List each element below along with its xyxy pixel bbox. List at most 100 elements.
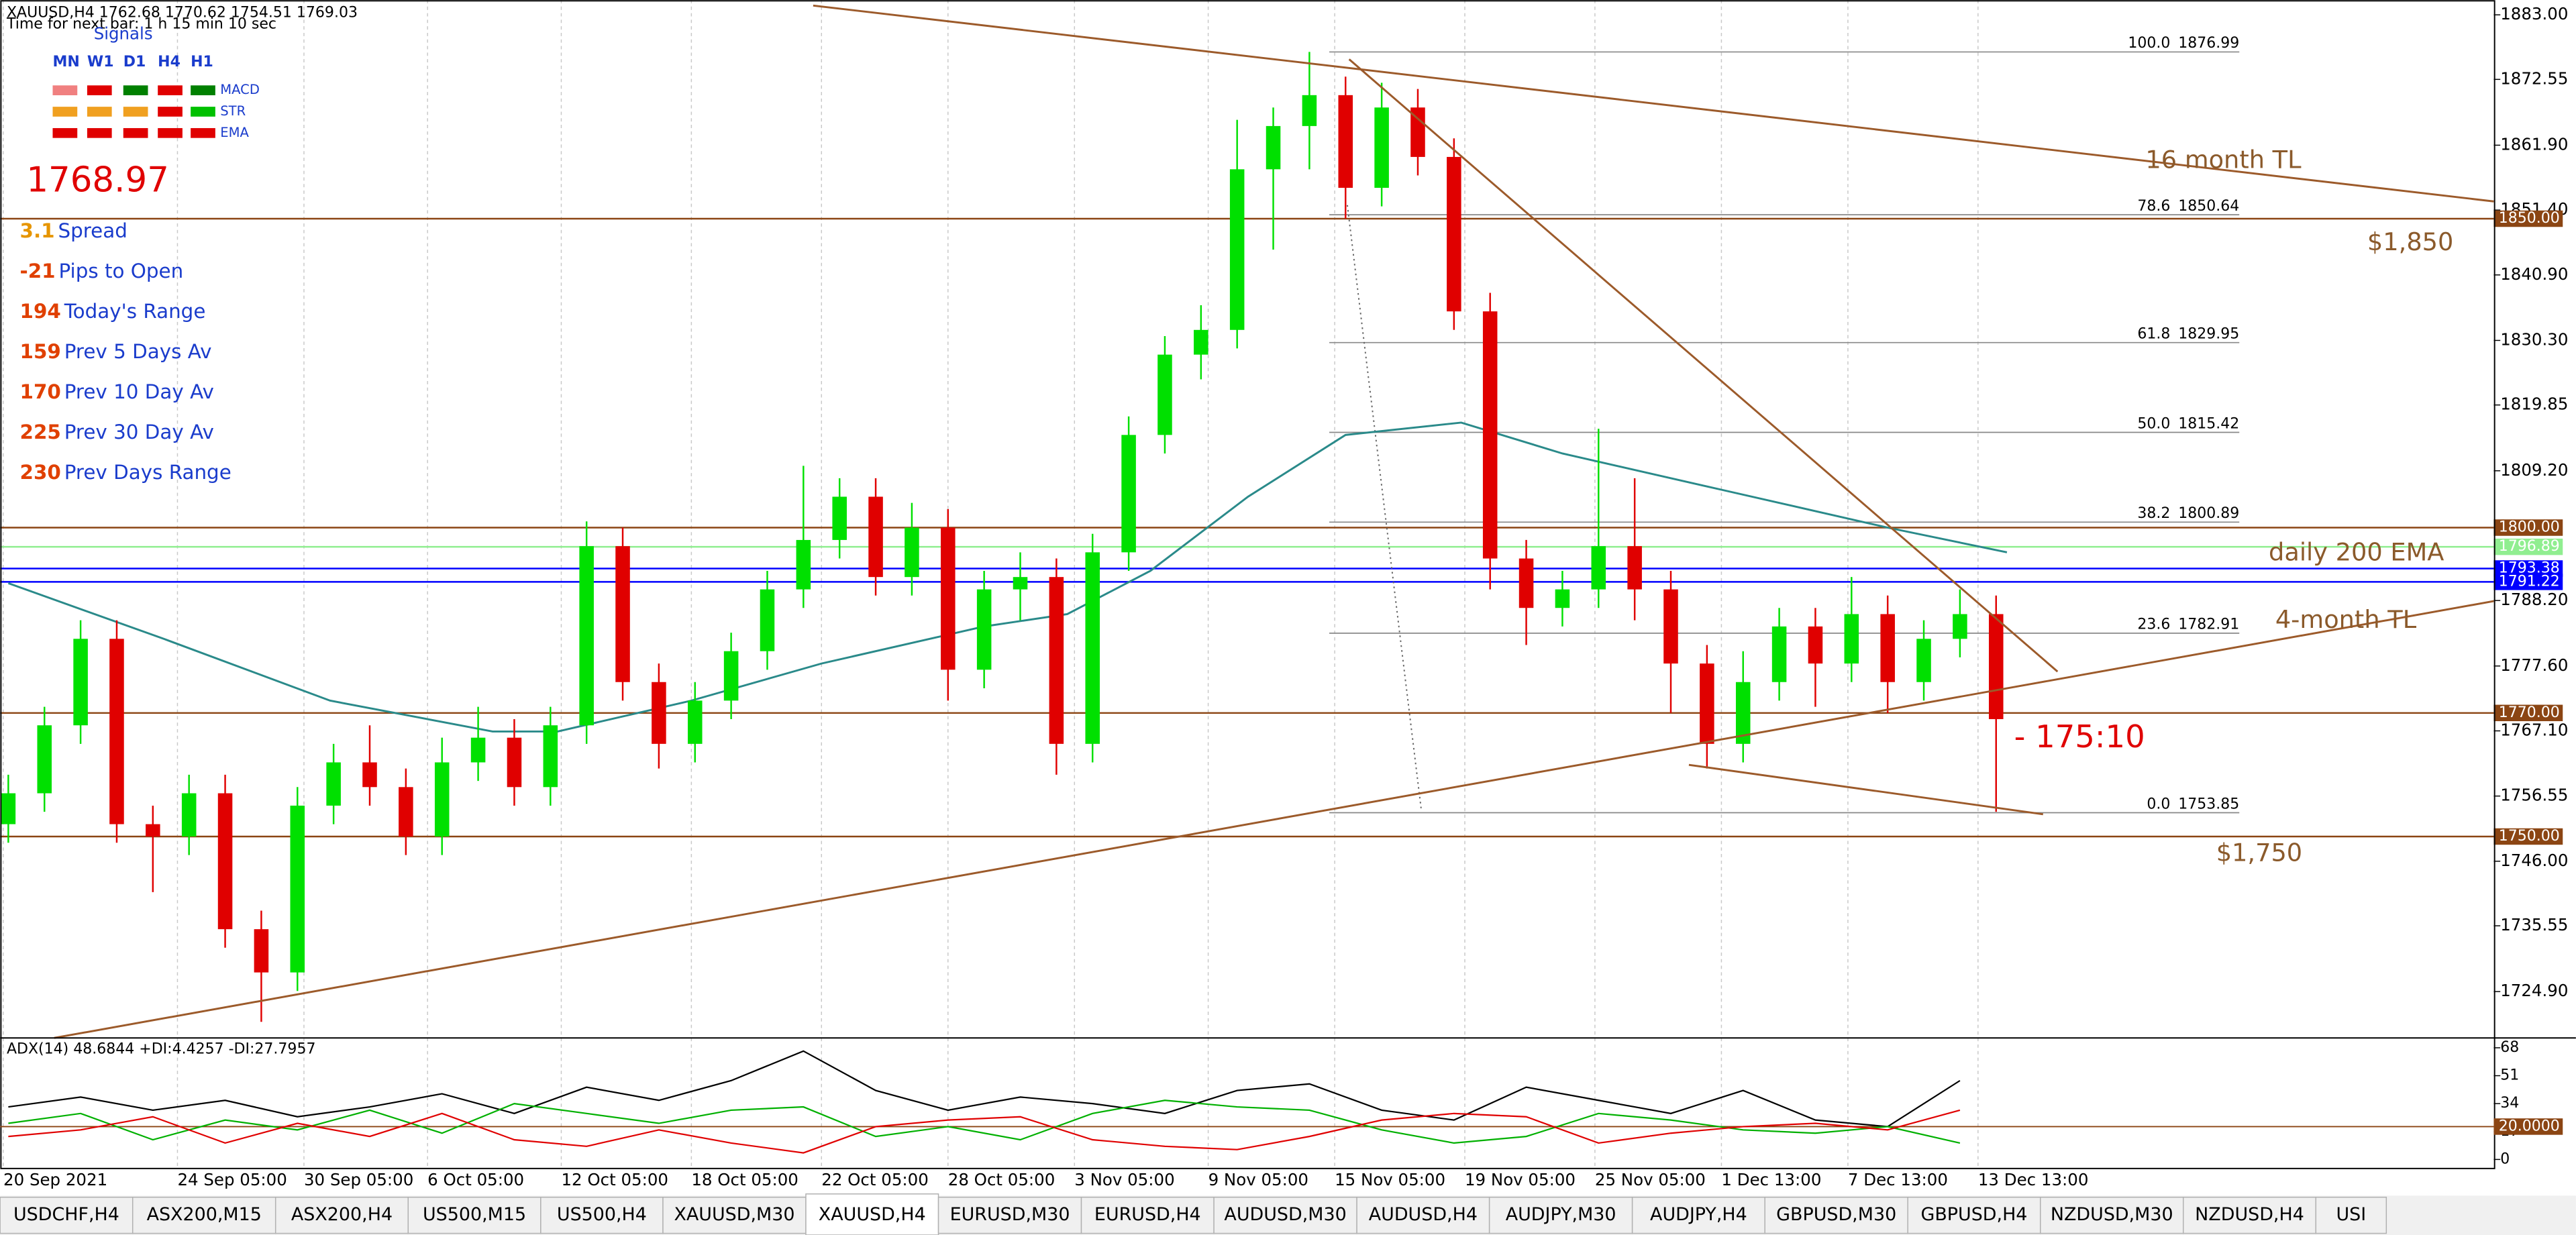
timer: Time for next bar: 1 h 15 min 10 sec [6,16,276,33]
tab-label[interactable]: EURUSD,H4 [1094,1204,1201,1225]
level-box [2493,704,2563,722]
tab[interactable] [274,1196,409,1234]
tab[interactable] [937,1196,1082,1234]
adx-line [8,1050,1961,1128]
stat: -21 Pips to Open [20,260,184,282]
candle-body [1229,169,1245,330]
x-tick-label: 13 Dec 13:00 [1978,1170,2089,1189]
tab-label[interactable]: AUDUSD,H4 [1369,1204,1478,1225]
tab[interactable] [805,1193,939,1235]
candle-body [1953,614,1967,639]
tab-label[interactable]: USDCHF,H4 [13,1204,119,1225]
tab-label[interactable]: ASX200,M15 [147,1204,262,1225]
stat: 230 Prev Days Range [20,461,231,484]
trend-line [1348,58,2059,673]
signal-light [158,127,183,138]
tab[interactable] [1488,1196,1633,1234]
candle-body [1194,329,1208,355]
y-tick-label: 1872.55 [2500,68,2568,88]
x-tick-label: 22 Oct 05:00 [821,1170,929,1189]
tab[interactable] [1080,1196,1215,1234]
fib-price: 1753.85 [2178,796,2239,812]
tab-label[interactable]: GBPUSD,H4 [1920,1204,2027,1225]
tab[interactable] [2040,1196,2184,1234]
level-label: 1750.00 [2499,828,2560,845]
tab[interactable] [407,1196,542,1234]
signal-light [158,107,183,117]
tab-label[interactable]: US500,H4 [557,1204,647,1225]
adx-level-label: 20.0000 [2499,1118,2560,1134]
candle-body [868,496,883,578]
y-tick-label: 1883.00 [2500,4,2568,23]
candle-body [652,682,666,744]
tab-label[interactable]: AUDJPY,H4 [1650,1204,1747,1225]
candle-body [1735,682,1751,744]
tab[interactable] [1213,1196,1357,1234]
stat-label: Pips to Open [58,260,183,282]
y-tick-label: 1830.30 [2500,329,2568,349]
candle-body [290,805,305,973]
y-tick-label: 1840.90 [2500,264,2568,284]
y-tick-label: 1819.85 [2500,394,2568,414]
candle-body [1916,639,1931,682]
stat-value: -21 [20,260,56,282]
y-tick-label: 1746.00 [2500,851,2568,870]
tab[interactable] [662,1196,807,1234]
adx-level-box [2493,1118,2563,1135]
level-label: 1796.89 [2499,538,2560,555]
tab-label[interactable]: US500,M15 [423,1204,526,1225]
adx-tick-label: 51 [2500,1067,2519,1084]
stat: 3.1 Spread [20,219,127,242]
stat-value: 159 [20,340,61,363]
stat-label: Prev 5 Days Av [64,340,212,363]
signal-light [191,107,215,117]
tab[interactable] [2315,1196,2387,1234]
timeframe: MN [53,54,80,70]
candle-body [796,539,811,590]
tab-label[interactable]: NZDUSD,M30 [2051,1204,2173,1225]
stat: 159 Prev 5 Days Av [20,340,212,363]
x-tick-label: 1 Dec 13:00 [1721,1170,1821,1189]
candle-body [1049,577,1064,744]
fib-ratio: 50.0 [2137,415,2170,432]
stat-value: 3.1 [20,219,55,242]
tab-label[interactable]: EURUSD,M30 [950,1204,1070,1225]
level-box [2493,519,2563,536]
tab-bar: USDCHF,H4 ASX200,M15 ASX200,H4 US500,M15 US5… [0,1193,2576,1235]
level-box [2493,574,2563,590]
tab[interactable] [1631,1196,1765,1234]
candle-body [146,824,160,837]
level-box [2493,538,2563,555]
tab-label[interactable]: XAUUSD,H4 [819,1204,926,1225]
x-tick-label: 30 Sep 05:00 [304,1170,413,1189]
tab-label[interactable]: USI [2336,1204,2366,1225]
adx-tick-label: 34 [2500,1095,2519,1112]
candle-body [1700,663,1714,744]
fib-price: 1782.91 [2178,616,2239,633]
candle-body [1844,614,1859,664]
tab-label[interactable]: AUDUSD,M30 [1224,1204,1346,1225]
signal-light [123,107,148,117]
tab-label[interactable]: ASX200,H4 [291,1204,393,1225]
candle-body [1338,95,1353,188]
level-box [2493,828,2563,845]
candle-body [399,787,413,837]
tab[interactable] [132,1196,276,1234]
signal-light [52,85,78,95]
tab[interactable] [1356,1196,1490,1234]
tab[interactable] [1907,1196,2041,1234]
stat-value: 225 [20,421,61,443]
level-label: 1791.22 [2499,573,2560,590]
tab-label[interactable]: XAUUSD,M30 [674,1204,794,1225]
candle-body [470,737,486,763]
signal-name: STR [220,103,246,119]
candle-body [1627,546,1642,590]
candle-body [1663,589,1678,664]
candle-body [507,737,522,788]
candle-body [941,527,956,670]
tab-label[interactable]: GBPUSD,M30 [1776,1204,1896,1225]
tab-label[interactable]: NZDUSD,H4 [2195,1204,2304,1225]
x-tick-label: 25 Nov 05:00 [1595,1170,1706,1189]
tab-label[interactable]: AUDJPY,M30 [1506,1204,1616,1225]
